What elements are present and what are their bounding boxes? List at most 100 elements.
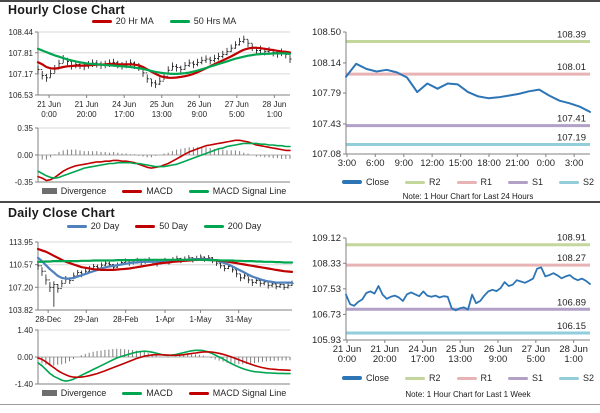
line-swatch-icon [559, 376, 580, 380]
x-tick-label: 28 Jun [559, 344, 588, 355]
y-tick-label: -0.35 [15, 178, 34, 187]
x-tick-label: 27 Jun [522, 344, 551, 355]
line-swatch-icon [404, 180, 425, 184]
y-tick-label: 106.53 [9, 91, 34, 100]
legend-item-macd: MACD [122, 186, 173, 196]
y-tick-label: 108.44 [9, 28, 34, 37]
pivot-line-label-s2: 106.15 [557, 321, 586, 332]
legend-item-s2: S2 [559, 373, 594, 383]
line-swatch-icon [456, 376, 477, 380]
legend-label: MACD [146, 186, 173, 196]
bottom-divider [0, 404, 600, 405]
legend-item-r2: R2 [404, 177, 441, 187]
y-tick-label: 108.14 [312, 58, 341, 69]
hourly-macd-legend: Divergence MACD MACD Signal Line [36, 186, 292, 196]
50-hrs-ma-line [36, 47, 292, 76]
y-tick-label: 107.08 [312, 149, 341, 160]
daily-macd-chart: 1.40 0.00 -1.40 [15, 326, 291, 389]
legend-label: 20 Day [90, 221, 120, 231]
x-tick-label: 31-May [225, 315, 252, 324]
pivot-1w-chart: 109.12 108.33 107.53 106.73 105.93 108.91 108.… [312, 233, 591, 365]
y-tick-label: 108.33 [312, 258, 341, 269]
pivot-line-label-r1: 108.01 [557, 62, 586, 73]
legend-label: MACD Signal Line [212, 186, 287, 196]
pivot-1w-note: Note: 1 Hour Chart for Last 1 Week [405, 390, 531, 399]
50-day-line [36, 247, 294, 274]
y-tick-label: 107.81 [9, 49, 34, 58]
y-tick-label: -1.40 [15, 380, 34, 389]
y-tick-label: 105.93 [312, 335, 341, 346]
x-tick-label: 24 Jun [112, 100, 136, 109]
legend-item-divergence: Divergence [41, 388, 107, 398]
x-tick-label: 21 Jun [75, 100, 99, 109]
legend-label: 50 Day [159, 221, 188, 231]
y-tick-label: 0.35 [17, 124, 33, 133]
x-tick-label: 9:00 [395, 158, 414, 169]
line-swatch-icon [341, 180, 362, 184]
legend-label: 50 Hrs MA [193, 16, 237, 26]
x-tick-label: 1:00 [564, 354, 583, 365]
x-tick-label: 18:00 [477, 158, 501, 169]
x-tick-label: 5:00 [229, 110, 245, 119]
legend-label: MACD [146, 388, 173, 398]
x-tick-label: 1-Apr [155, 315, 175, 324]
x-tick-label: 20:00 [373, 354, 397, 365]
y-tick-label: 107.17 [9, 70, 34, 79]
legend-item-r1: R1 [456, 177, 493, 187]
legend-item-divergence: Divergence [41, 186, 106, 196]
legend-item-200-day: 200 Day [203, 221, 261, 231]
x-tick-label: 3:00 [565, 158, 584, 169]
legend-item-s1: S1 [508, 373, 543, 383]
legend-label: MACD Signal Line [212, 388, 287, 398]
x-tick-label: 17:00 [114, 110, 135, 119]
pivot-1w-legend: Close R2 R1 S1 S2 [336, 373, 600, 383]
x-tick-label: 21 Jun [37, 100, 61, 109]
line-swatch-icon [122, 189, 143, 193]
top-divider [0, 0, 600, 2]
y-tick-label: 109.12 [312, 233, 341, 244]
legend-item-r2: R2 [404, 373, 441, 383]
y-tick-label: 107.53 [312, 284, 341, 295]
legend-label: S1 [532, 373, 544, 383]
legend-item-20-day: 20 Day [66, 221, 120, 231]
legend-label: S2 [583, 177, 595, 187]
y-tick-label: 107.20 [9, 283, 34, 292]
line-swatch-icon [169, 19, 190, 23]
line-swatch-icon [188, 391, 209, 395]
line-swatch-icon [404, 376, 425, 380]
x-tick-label: 6:00 [366, 158, 385, 169]
x-tick-label: 20:00 [77, 110, 98, 119]
line-swatch-icon [188, 189, 209, 193]
close-line [345, 266, 591, 312]
line-swatch-icon [508, 180, 529, 184]
macd-signal-line-line [37, 350, 291, 379]
legend-label: R2 [428, 177, 441, 187]
x-tick-label: 15:00 [449, 158, 473, 169]
pivot-line-label-r2: 108.39 [557, 29, 586, 40]
y-tick-label: 106.73 [312, 309, 341, 320]
x-tick-label: 0:00 [41, 110, 57, 119]
x-tick-label: 1-May [189, 315, 211, 324]
legend-item-r1: R1 [456, 373, 492, 383]
legend-label: S2 [583, 373, 595, 383]
pivot-line-label-r2: 108.91 [557, 233, 586, 244]
x-tick-label: 0:00 [338, 354, 357, 365]
line-swatch-icon [508, 376, 529, 380]
legend-label: Divergence [60, 388, 107, 398]
legend-label: R2 [428, 373, 441, 383]
line-swatch-icon [66, 224, 87, 228]
y-tick-label: 113.95 [9, 238, 33, 247]
legend-item-20-hr-ma: 20 Hr MA [91, 16, 154, 26]
legend-item-macd: MACD [122, 388, 173, 398]
pivot-line-label-s1: 107.41 [557, 114, 586, 125]
x-tick-label: 28-Dec [35, 315, 61, 324]
pivot-line-label-s1: 106.89 [557, 297, 586, 308]
legend-label: R1 [480, 177, 493, 187]
x-tick-label: 17:00 [411, 354, 435, 365]
y-tick-label: 108.50 [312, 27, 341, 38]
legend-label: 20 Hr MA [115, 16, 154, 26]
line-swatch-icon [203, 224, 224, 228]
